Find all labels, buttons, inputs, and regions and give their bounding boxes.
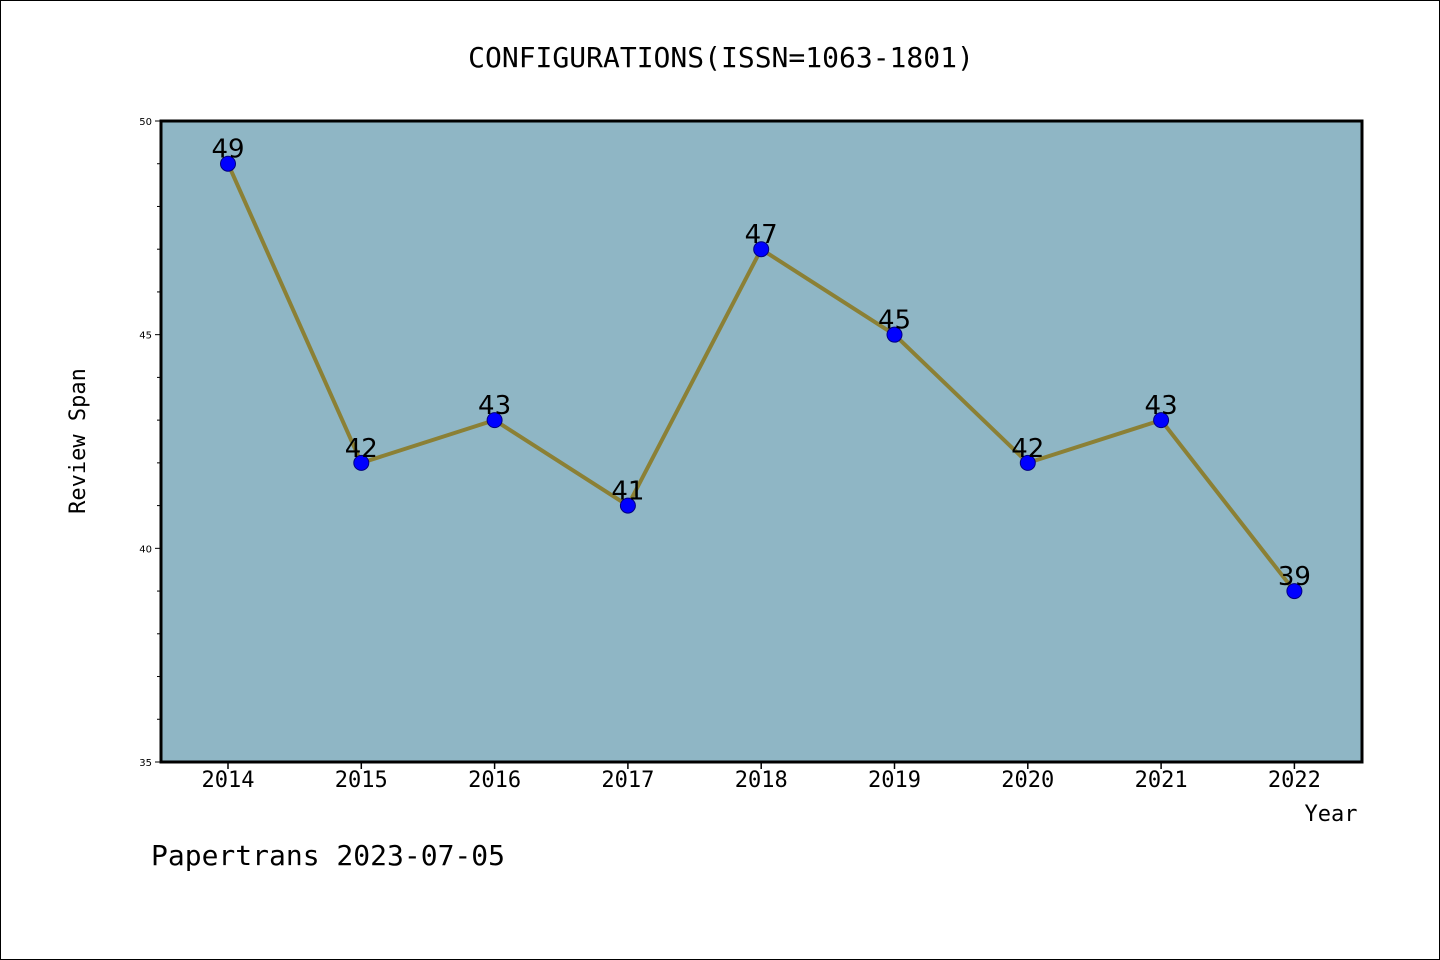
data-point — [886, 326, 903, 343]
y-tick-label: 40 — [139, 544, 152, 555]
x-axis: 2014 2015 2016 2017 2018 2019 2020 2021 2022 — [202, 762, 1321, 793]
y-axis-label: Review Span — [66, 368, 91, 514]
y-tick-label: 35 — [139, 758, 152, 769]
data-point — [1286, 583, 1303, 600]
data-point — [220, 155, 236, 172]
data-label: 42 — [345, 434, 378, 464]
data-label: 41 — [611, 477, 644, 507]
data-point — [753, 241, 770, 258]
data-label: 49 — [211, 135, 244, 165]
y-tick-label: 50 — [139, 117, 152, 128]
x-tick-label: 2018 — [735, 768, 788, 793]
x-axis-label: Year — [1305, 802, 1358, 827]
y-axis: 35 40 45 50 — [139, 117, 161, 769]
y-tick-label: 45 — [139, 331, 152, 342]
data-label: 47 — [745, 220, 778, 250]
x-tick-label: 2022 — [1268, 768, 1321, 793]
x-tick-label: 2017 — [601, 768, 654, 793]
data-label: 43 — [1145, 391, 1178, 421]
x-tick-label: 2019 — [868, 768, 921, 793]
chart-title: CONFIGURATIONS(ISSN=1063-1801) — [468, 41, 974, 74]
data-point — [486, 412, 503, 429]
x-tick-label: 2014 — [202, 768, 255, 793]
data-point — [619, 497, 636, 514]
data-point — [353, 454, 370, 471]
data-labels: 49 42 43 41 47 45 42 43 39 — [211, 135, 1310, 592]
x-tick-label: 2021 — [1135, 768, 1188, 793]
data-point — [1019, 454, 1036, 471]
data-point — [1153, 412, 1170, 429]
plot-area — [161, 121, 1362, 762]
plot-frame — [159, 119, 1364, 764]
data-label: 39 — [1278, 562, 1311, 592]
footer-text: Papertrans 2023-07-05 — [151, 839, 505, 872]
data-label: 42 — [1011, 434, 1044, 464]
x-tick-label: 2016 — [468, 768, 521, 793]
x-tick-label: 2020 — [1001, 768, 1054, 793]
series-layer — [220, 155, 1303, 600]
data-label: 43 — [478, 391, 511, 421]
x-tick-label: 2015 — [335, 768, 388, 793]
data-label: 45 — [878, 306, 911, 336]
